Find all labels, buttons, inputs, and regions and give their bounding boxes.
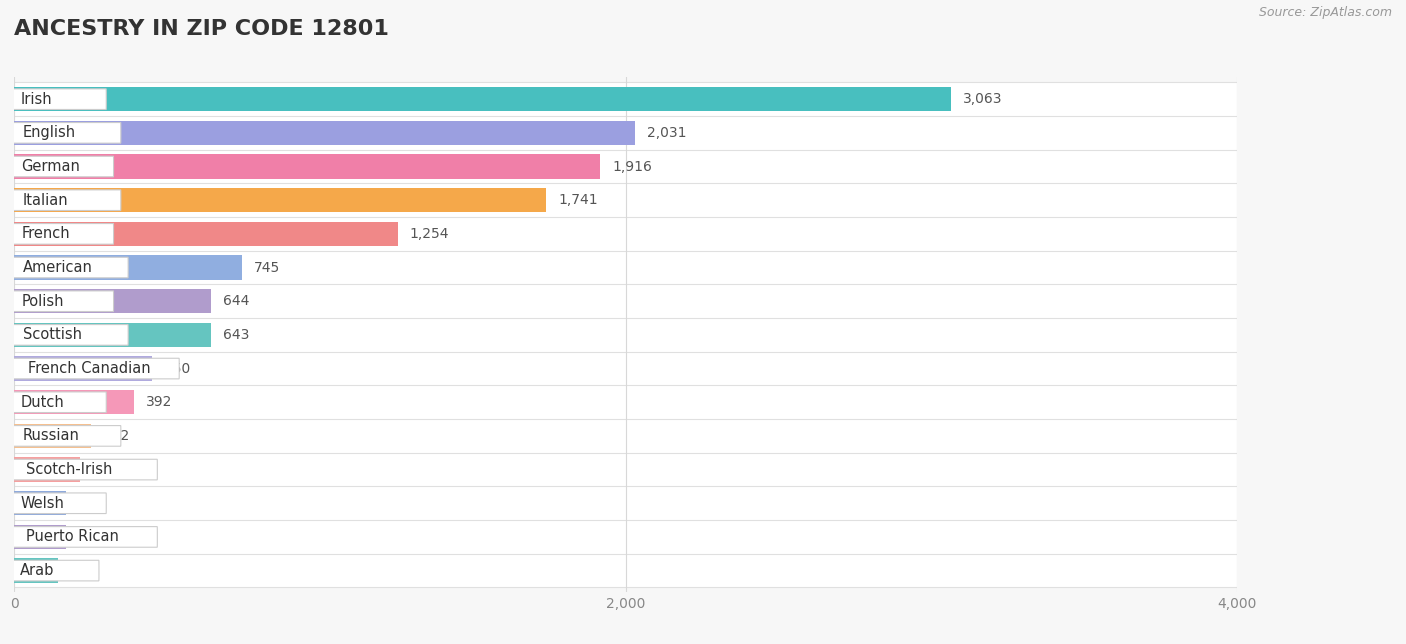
FancyBboxPatch shape (11, 325, 128, 345)
Bar (14, 390, 134, 414)
Bar (14, 222, 398, 246)
FancyBboxPatch shape (11, 156, 114, 177)
FancyBboxPatch shape (14, 486, 1237, 520)
Text: Scottish: Scottish (22, 327, 82, 343)
FancyBboxPatch shape (14, 520, 1237, 554)
FancyBboxPatch shape (11, 426, 121, 446)
FancyBboxPatch shape (14, 251, 1237, 285)
FancyBboxPatch shape (11, 392, 107, 413)
FancyBboxPatch shape (14, 554, 1237, 587)
Text: Puerto Rican: Puerto Rican (25, 529, 118, 544)
FancyBboxPatch shape (11, 527, 157, 547)
FancyBboxPatch shape (14, 149, 1237, 184)
FancyBboxPatch shape (14, 419, 1237, 453)
Text: German: German (21, 159, 80, 174)
Text: 215: 215 (91, 462, 118, 477)
FancyBboxPatch shape (14, 385, 1237, 419)
Text: 1,741: 1,741 (558, 193, 599, 207)
Bar (14, 525, 66, 549)
Text: French: French (21, 226, 70, 242)
Text: 170: 170 (79, 530, 104, 544)
Bar (14, 356, 152, 381)
FancyBboxPatch shape (14, 318, 1237, 352)
Text: French Canadian: French Canadian (28, 361, 150, 376)
Text: 144: 144 (70, 564, 97, 578)
Text: 644: 644 (224, 294, 250, 308)
Text: Irish: Irish (21, 91, 52, 107)
Text: American: American (22, 260, 93, 275)
FancyBboxPatch shape (11, 223, 114, 244)
Bar (14, 558, 58, 583)
Bar (14, 457, 80, 482)
Text: Italian: Italian (22, 193, 67, 207)
Bar (14, 491, 66, 515)
Text: Source: ZipAtlas.com: Source: ZipAtlas.com (1258, 6, 1392, 19)
Text: 252: 252 (104, 429, 129, 443)
Bar (14, 256, 242, 279)
Text: 450: 450 (165, 361, 190, 375)
Bar (14, 188, 547, 213)
FancyBboxPatch shape (14, 82, 1237, 116)
Text: Russian: Russian (22, 428, 79, 444)
FancyBboxPatch shape (11, 493, 107, 513)
FancyBboxPatch shape (14, 285, 1237, 318)
Text: 3,063: 3,063 (963, 92, 1002, 106)
FancyBboxPatch shape (11, 358, 179, 379)
FancyBboxPatch shape (14, 453, 1237, 486)
Bar (14, 323, 211, 347)
Text: 1,254: 1,254 (409, 227, 450, 241)
Bar (14, 87, 950, 111)
FancyBboxPatch shape (11, 122, 121, 143)
FancyBboxPatch shape (11, 257, 128, 278)
FancyBboxPatch shape (14, 217, 1237, 251)
FancyBboxPatch shape (14, 184, 1237, 217)
Text: ANCESTRY IN ZIP CODE 12801: ANCESTRY IN ZIP CODE 12801 (14, 19, 389, 39)
FancyBboxPatch shape (11, 190, 121, 211)
Text: 643: 643 (224, 328, 249, 342)
FancyBboxPatch shape (11, 291, 114, 312)
FancyBboxPatch shape (11, 89, 107, 109)
Bar (14, 155, 600, 178)
Text: 171: 171 (79, 497, 105, 510)
Text: Polish: Polish (21, 294, 63, 308)
FancyBboxPatch shape (14, 352, 1237, 385)
Text: 392: 392 (146, 395, 173, 409)
FancyBboxPatch shape (11, 560, 98, 581)
Text: English: English (22, 126, 76, 140)
Text: Dutch: Dutch (21, 395, 65, 410)
FancyBboxPatch shape (11, 459, 157, 480)
Bar (14, 120, 636, 145)
Bar (14, 289, 211, 314)
Text: 745: 745 (254, 261, 280, 274)
FancyBboxPatch shape (14, 116, 1237, 149)
Text: Welsh: Welsh (21, 496, 65, 511)
Text: 1,916: 1,916 (612, 160, 652, 173)
Text: Scotch-Irish: Scotch-Irish (25, 462, 112, 477)
Text: Arab: Arab (20, 563, 55, 578)
Bar (14, 424, 91, 448)
Text: 2,031: 2,031 (647, 126, 688, 140)
